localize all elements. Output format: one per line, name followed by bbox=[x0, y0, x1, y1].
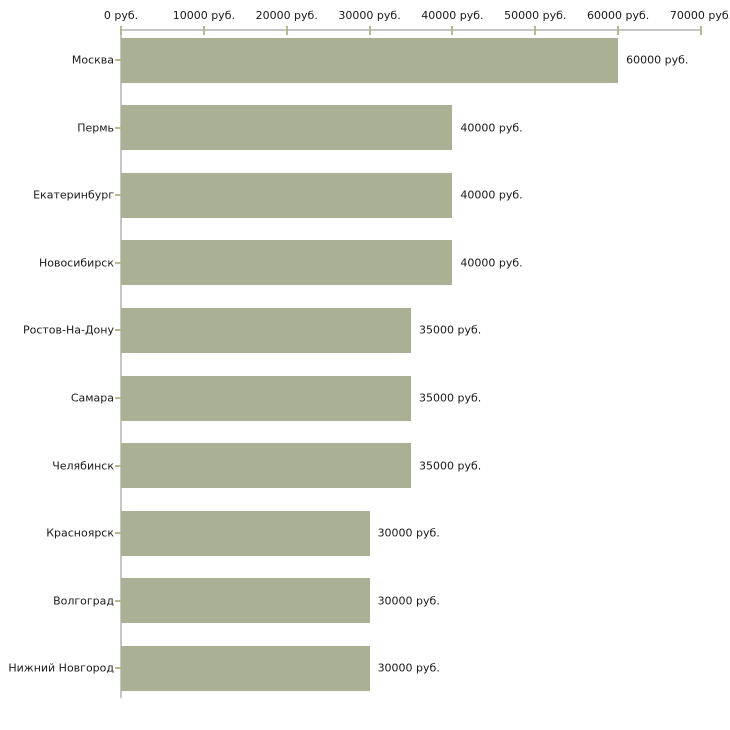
bar bbox=[121, 37, 619, 83]
x-tick-mark bbox=[700, 26, 702, 35]
x-tick-mark bbox=[451, 26, 454, 35]
category-label: Пермь bbox=[77, 121, 114, 135]
category-label: Челябинск bbox=[52, 459, 114, 473]
value-label: 60000 руб. bbox=[626, 53, 689, 67]
category-label: Екатеринбург bbox=[33, 188, 114, 202]
x-tick-mark bbox=[617, 26, 620, 35]
bar bbox=[121, 375, 411, 421]
x-tick-mark bbox=[120, 26, 122, 35]
bar bbox=[121, 578, 370, 624]
x-tick-label: 20000 руб. bbox=[255, 9, 318, 22]
bar bbox=[121, 443, 411, 489]
y-tick-mark bbox=[115, 194, 121, 197]
value-label: 35000 руб. bbox=[419, 459, 482, 473]
y-tick-mark bbox=[115, 397, 121, 399]
bar bbox=[121, 307, 411, 353]
bar bbox=[121, 240, 453, 286]
x-tick-label: 0 руб. bbox=[103, 9, 139, 22]
category-label: Красноярск bbox=[46, 526, 114, 540]
x-tick-mark bbox=[285, 26, 288, 35]
value-label: 40000 руб. bbox=[460, 188, 523, 202]
x-tick-mark bbox=[534, 26, 537, 35]
category-label: Волгоград bbox=[53, 594, 114, 608]
category-label: Нижний Новгород bbox=[8, 661, 114, 675]
x-tick-label: 40000 руб. bbox=[421, 9, 484, 22]
value-label: 30000 руб. bbox=[377, 661, 440, 675]
y-tick-mark bbox=[115, 532, 121, 535]
x-tick-label: 50000 руб. bbox=[504, 9, 567, 22]
bar bbox=[121, 645, 370, 691]
bar bbox=[121, 172, 453, 218]
bar bbox=[121, 105, 453, 151]
y-tick-mark bbox=[115, 261, 121, 264]
bar bbox=[121, 510, 370, 556]
y-tick-mark bbox=[115, 329, 121, 332]
x-axis-line bbox=[121, 29, 701, 31]
value-label: 30000 руб. bbox=[377, 594, 440, 608]
x-tick-label: 10000 руб. bbox=[172, 9, 235, 22]
y-tick-mark bbox=[115, 59, 121, 61]
x-tick-label: 60000 руб. bbox=[587, 9, 650, 22]
category-label: Ростов-На-Дону bbox=[22, 323, 114, 337]
value-label: 30000 руб. bbox=[377, 526, 440, 540]
x-tick-mark bbox=[202, 26, 205, 35]
y-tick-mark bbox=[115, 464, 121, 467]
category-label: Новосибирск bbox=[38, 256, 114, 270]
y-tick-mark bbox=[115, 126, 121, 129]
value-label: 40000 руб. bbox=[460, 256, 523, 270]
y-axis-line bbox=[120, 29, 122, 698]
value-label: 40000 руб. bbox=[460, 121, 523, 135]
value-label: 35000 руб. bbox=[419, 323, 482, 337]
x-tick-label: 30000 руб. bbox=[338, 9, 401, 22]
x-tick-label: 70000 руб. bbox=[669, 9, 730, 22]
y-tick-mark bbox=[115, 667, 121, 670]
y-tick-mark bbox=[115, 599, 121, 602]
category-label: Самара bbox=[70, 391, 114, 405]
value-label: 35000 руб. bbox=[419, 391, 482, 405]
category-label: Москва bbox=[71, 53, 114, 67]
x-tick-mark bbox=[368, 26, 371, 35]
